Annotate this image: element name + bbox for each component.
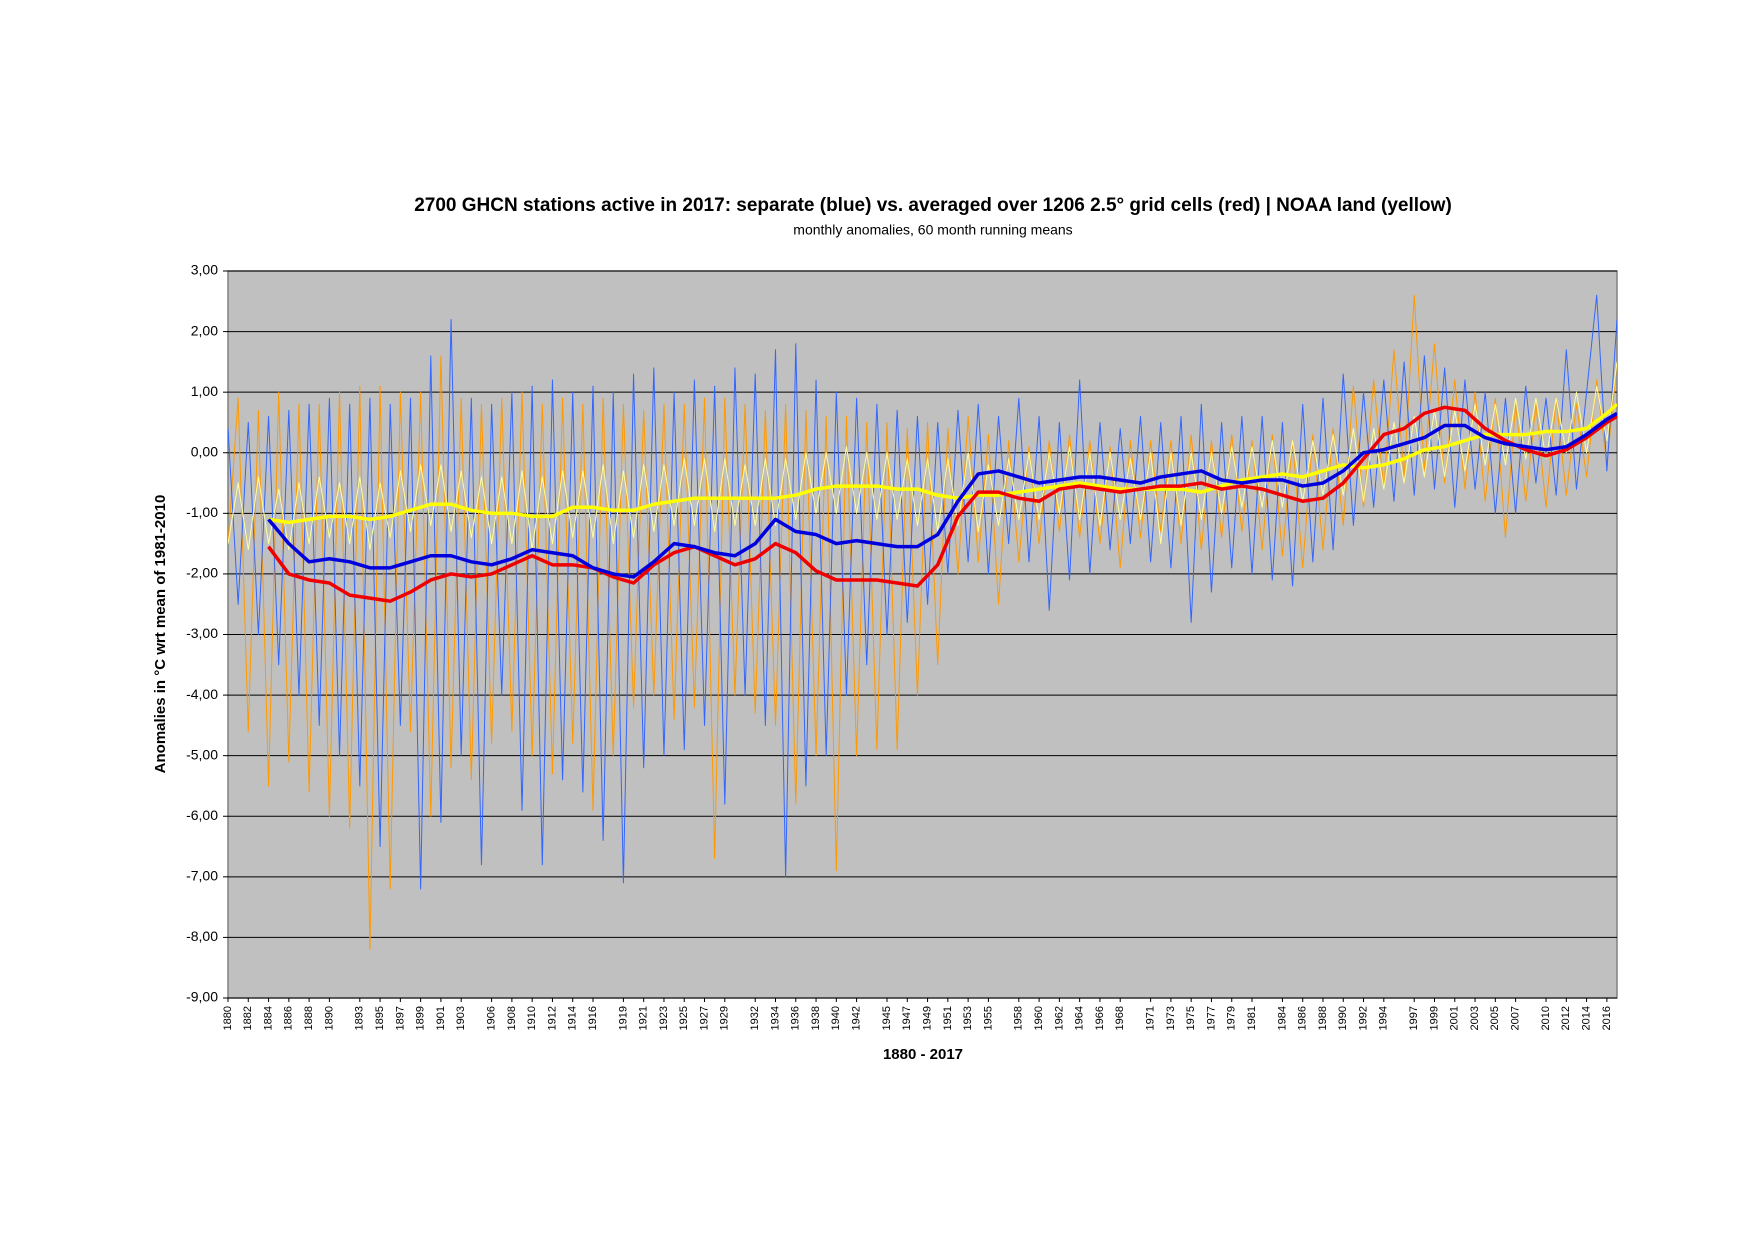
x-tick-label: 1910 (526, 1006, 538, 1030)
x-tick-label: 1999 (1428, 1006, 1440, 1030)
y-tick-label: -1,00 (186, 504, 218, 520)
chart-title: 2700 GHCN stations active in 2017: separ… (414, 195, 1452, 216)
x-tick-label: 1945 (881, 1006, 893, 1030)
x-tick-label: 1899 (415, 1006, 427, 1030)
x-tick-label: 2007 (1510, 1006, 1522, 1030)
x-tick-label: 1981 (1246, 1006, 1258, 1030)
x-tick-label: 1992 (1357, 1006, 1369, 1030)
x-tick-label: 1908 (506, 1006, 518, 1030)
x-tick-label: 2005 (1489, 1006, 1501, 1030)
x-tick-label: 2014 (1580, 1006, 1592, 1030)
x-tick-label: 1923 (658, 1006, 670, 1030)
x-tick-label: 1997 (1408, 1006, 1420, 1030)
series-line (268, 402, 1617, 525)
x-tick-label: 1964 (1074, 1006, 1086, 1030)
x-tick-label: 1938 (810, 1006, 822, 1030)
y-tick-label: -3,00 (186, 625, 218, 641)
x-tick-label: 2003 (1469, 1006, 1481, 1030)
series-line (267, 405, 1617, 603)
x-axis-label: 1880 - 2017 (883, 1046, 963, 1063)
x-tick-label: 1947 (901, 1006, 913, 1030)
chart-subtitle: monthly anomalies, 60 month running mean… (793, 222, 1072, 238)
grid (228, 270, 1617, 999)
x-tick-label: 1927 (698, 1006, 710, 1030)
x-tick-label: 2010 (1540, 1006, 1552, 1030)
x-tick-label: 1929 (719, 1006, 731, 1030)
x-tick-label: 1890 (323, 1006, 335, 1030)
x-tick-label: 1906 (486, 1006, 498, 1030)
x-tick-label: 1903 (455, 1006, 467, 1030)
series-layer (228, 294, 1617, 951)
x-tick-label: 1955 (982, 1006, 994, 1030)
x-tick-label: 1949 (921, 1006, 933, 1030)
x-tick-label: 2016 (1601, 1006, 1613, 1030)
x-tick-label: 1912 (546, 1006, 558, 1030)
x-tick-label: 1921 (638, 1006, 650, 1030)
x-tick-label: 1984 (1276, 1006, 1288, 1030)
x-tick-label: 1966 (1094, 1006, 1106, 1030)
x-tick-label: 1979 (1226, 1006, 1238, 1030)
x-tick-label: 1897 (394, 1006, 406, 1030)
x-tick-label: 1901 (435, 1006, 447, 1030)
y-tick-label: -7,00 (186, 868, 218, 884)
y-tick-label: -4,00 (186, 686, 218, 702)
x-tick-label: 1975 (1185, 1006, 1197, 1030)
x-tick-label: 1888 (303, 1006, 315, 1030)
x-tick-label: 1968 (1114, 1006, 1126, 1030)
x-tick-label: 1919 (617, 1006, 629, 1030)
y-tick-label: 3,00 (191, 262, 218, 278)
x-tick-label: 1977 (1205, 1006, 1217, 1030)
x-tick-label: 1882 (242, 1006, 254, 1030)
y-tick-label: 2,00 (191, 322, 218, 338)
y-tick-label: -6,00 (186, 807, 218, 823)
y-tick-label: -9,00 (186, 989, 218, 1005)
x-tick-label: 1886 (283, 1006, 295, 1030)
x-tick-label: 1893 (354, 1006, 366, 1030)
x-tick-label: 1895 (374, 1006, 386, 1030)
x-tick-label: 1914 (567, 1006, 579, 1030)
x-tick-label: 1925 (678, 1006, 690, 1030)
y-axis-label: Anomalies in °C wrt mean of 1981-2010 (152, 495, 169, 774)
x-tick-label: 1884 (262, 1006, 274, 1030)
y-tick-label: -2,00 (186, 565, 218, 581)
y-tick-label: 1,00 (191, 383, 218, 399)
x-tick-label: 1916 (587, 1006, 599, 1030)
x-tick-label: 1994 (1378, 1006, 1390, 1030)
series-line (228, 294, 1617, 890)
x-tick-label: 1932 (749, 1006, 761, 1030)
x-tick-label: 1880 (222, 1006, 234, 1030)
x-tick-label: 1951 (942, 1006, 954, 1030)
x-tick-label: 1936 (790, 1006, 802, 1030)
x-tick-label: 1973 (1165, 1006, 1177, 1030)
x-tick-label: 1988 (1317, 1006, 1329, 1030)
x-tick-label: 1942 (851, 1006, 863, 1030)
x-tick-label: 1971 (1145, 1006, 1157, 1030)
x-tick-label: 1986 (1297, 1006, 1309, 1030)
x-tick-label: 1962 (1053, 1006, 1065, 1030)
y-tick-label: -5,00 (186, 746, 218, 762)
x-tick-label: 1934 (769, 1006, 781, 1030)
x-tick-label: 2012 (1560, 1006, 1572, 1030)
x-tick-label: 1953 (962, 1006, 974, 1030)
series-line (267, 411, 1617, 579)
x-tick-label: 1940 (830, 1006, 842, 1030)
x-tick-label: 2001 (1449, 1006, 1461, 1030)
x-tick-label: 1960 (1033, 1006, 1045, 1030)
x-tick-label: 1958 (1013, 1006, 1025, 1030)
y-tick-label: 0,00 (191, 443, 218, 459)
y-tick-label: -8,00 (186, 928, 218, 944)
x-tick-label: 1990 (1337, 1006, 1349, 1030)
axes: 3,00 2,00 1,00 0,00 -1,00 -2,00 -3,00 -4,00 -5,0… (186, 262, 1613, 1031)
